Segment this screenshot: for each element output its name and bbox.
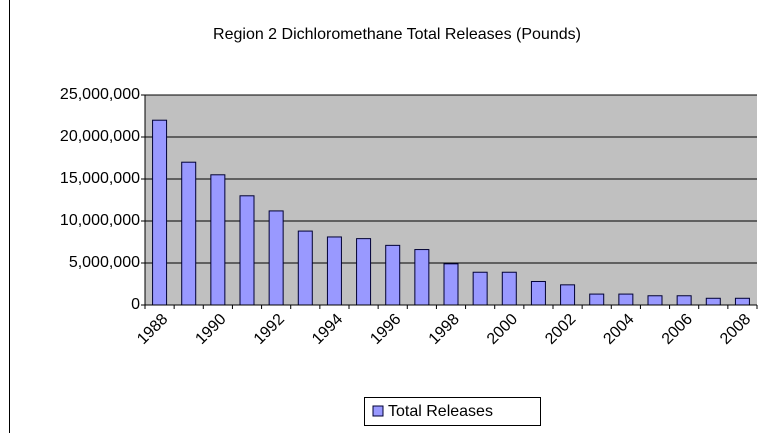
bar: [239, 195, 255, 306]
legend-swatch: [372, 405, 384, 417]
y-tick-label: 25,000,000: [60, 86, 140, 103]
bar: [297, 230, 313, 306]
bar: [268, 210, 284, 306]
bar: [210, 174, 226, 306]
legend-box: [364, 397, 541, 426]
bar: [385, 244, 401, 306]
y-tick-label: 20,000,000: [60, 128, 140, 145]
y-tick-label: 0: [131, 296, 140, 313]
bar: [414, 249, 430, 306]
bar: [181, 161, 197, 306]
bar: [589, 293, 605, 306]
bar: [443, 263, 459, 306]
chart-title: Region 2 Dichloromethane Total Releases …: [213, 26, 581, 43]
y-tick-label: 15,000,000: [60, 170, 140, 187]
bar: [530, 280, 546, 306]
bar: [618, 293, 634, 306]
bar: [472, 271, 488, 306]
bar: [152, 119, 168, 306]
bar: [647, 295, 663, 306]
bar: [326, 236, 342, 306]
bar: [705, 297, 721, 306]
y-tick-label: 5,000,000: [69, 254, 140, 271]
bar: [501, 271, 517, 306]
bar: [356, 238, 372, 306]
bar: [734, 297, 750, 306]
bar: [560, 284, 576, 306]
legend-label: Total Releases: [388, 403, 493, 420]
bar: [676, 295, 692, 306]
y-tick-label: 10,000,000: [60, 212, 140, 229]
